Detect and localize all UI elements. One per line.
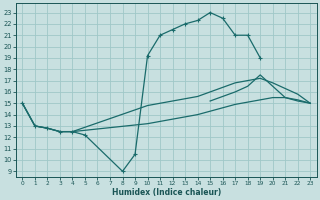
X-axis label: Humidex (Indice chaleur): Humidex (Indice chaleur) bbox=[112, 188, 221, 197]
